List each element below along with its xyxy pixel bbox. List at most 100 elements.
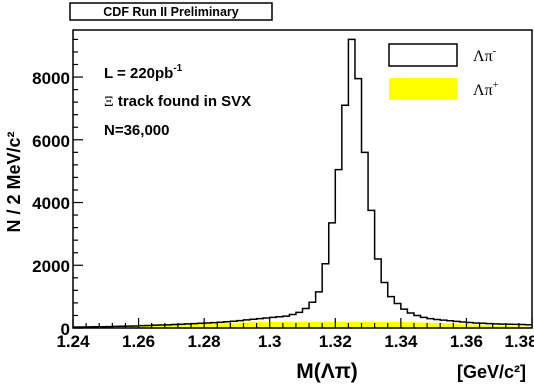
histogram-bin [295,321,303,328]
histogram-bin [381,321,389,328]
y-axis-label: N / 2 MeV/c² [4,131,24,232]
series-lambda-pi-minus [73,38,532,328]
legend-swatch-lambda-pi-plus [389,78,457,100]
y-tick-label: 4000 [32,194,70,213]
x-tick-label: 1.36 [450,332,483,351]
histogram-bin [230,322,238,328]
banner-box [69,2,273,21]
histogram-bin [505,326,513,328]
xi-symbol: Ξ [104,94,114,110]
y-tick-label: 0 [61,320,70,339]
histogram-bin [387,321,395,328]
count-annotation: N=36,000 [104,122,169,139]
x-tick-label: 1.34 [384,332,418,351]
histogram-bin [499,325,507,328]
histogram-bin [191,323,198,328]
luminosity-annotation: L = 220pb-1 [104,63,183,82]
series-lambda-pi-plus [73,321,533,328]
histogram-bin [151,325,159,328]
histogram-bin [204,323,211,328]
histogram-bin [486,325,493,328]
legend-label-lambda-pi-plus: Λπ+ [473,80,499,99]
histogram-bin [446,323,454,328]
histogram-bin [512,326,520,328]
histogram-bin [171,324,179,328]
histogram-bin [269,321,277,328]
plot-frame [72,29,533,329]
histogram-bin [368,321,375,328]
histogram-bin [420,322,428,328]
histogram-bin [427,322,434,328]
legend-label-lambda-pi-minus: Λπ- [473,46,496,65]
histogram-bin [217,322,225,328]
histogram-bin [223,322,231,328]
histogram-bin [459,323,467,328]
x-axis-label: M(Λπ) [296,360,358,383]
histogram-bin [315,321,323,328]
track-text: track found in SVX [114,93,252,110]
histogram-bin [145,325,152,328]
annotations: L = 220pb-1 Ξ track found in SVX N=36,00… [104,63,251,139]
y-tick-labels: 0 2000 4000 6000 8000 [32,69,70,339]
histogram-bin [518,326,526,328]
y-tick-label: 6000 [32,132,70,151]
histogram-bin [158,325,166,328]
histogram-bin [256,322,264,328]
histogram-bin [282,321,290,328]
histogram-bin [466,324,474,328]
histogram-bin [328,321,336,328]
histogram-bin [348,321,356,328]
histogram-bin [335,321,343,328]
histogram-bin [302,321,310,328]
histogram-bin [374,321,382,328]
x-tick-label: 1.3 [258,332,282,351]
histogram-bin [472,324,480,328]
series-layer [73,38,533,328]
banner-text: CDF Run II Preliminary [103,5,238,19]
track-annotation: Ξ track found in SVX [104,93,251,110]
y-tick-label: 8000 [32,69,70,88]
histogram-bin [250,322,257,328]
histogram-bin [492,325,500,328]
banner: CDF Run II Preliminary [69,2,273,21]
histogram-bin [184,323,192,328]
histogram-outline [73,38,532,328]
histogram-bin [197,323,205,328]
histogram-bin [453,323,461,328]
x-tick-label: 1.38 [504,332,534,351]
histogram-bin [289,321,297,328]
x-tick-label: 1.24 [56,332,90,351]
histogram-bin [236,322,244,328]
histogram-bin [433,322,441,328]
histogram-bin [341,321,349,328]
x-tick-label: 1.32 [319,332,352,351]
legend: Λπ- Λπ+ [388,43,499,100]
histogram-bin [394,322,402,328]
luminosity-exponent: -1 [173,63,182,74]
histogram-bin [407,322,415,328]
histogram-bin [164,324,172,328]
histogram-bin [479,324,487,328]
x-tick-label: 1.28 [188,332,221,351]
histogram-bin [440,322,448,328]
histogram-bin [309,321,316,328]
legend-swatch-lambda-pi-minus [388,43,458,67]
ticks-layer [72,38,533,329]
histogram-bin [138,326,146,328]
histogram-bin [263,322,271,328]
histogram-bin [210,323,218,328]
x-axis-unit: [GeV/c²] [457,362,526,382]
histogram-bin [322,321,330,328]
y-tick-label: 2000 [32,257,70,276]
histogram-bin [400,322,408,328]
x-tick-label: 1.26 [122,332,155,351]
histogram-bin [354,321,362,328]
x-tick-labels: 1.24 1.26 1.28 1.3 1.32 1.34 1.36 1.38 [56,332,534,351]
luminosity-main: L = 220pb [104,65,173,82]
histogram-bin [132,326,139,328]
histogram-bin [243,322,251,328]
histogram-bin [177,324,185,328]
histogram-bin [413,322,421,328]
histogram-bin [276,321,284,328]
